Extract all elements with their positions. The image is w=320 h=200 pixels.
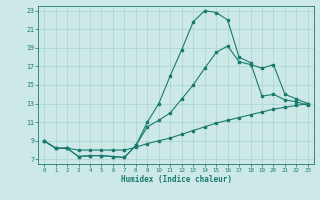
X-axis label: Humidex (Indice chaleur): Humidex (Indice chaleur) [121, 175, 231, 184]
